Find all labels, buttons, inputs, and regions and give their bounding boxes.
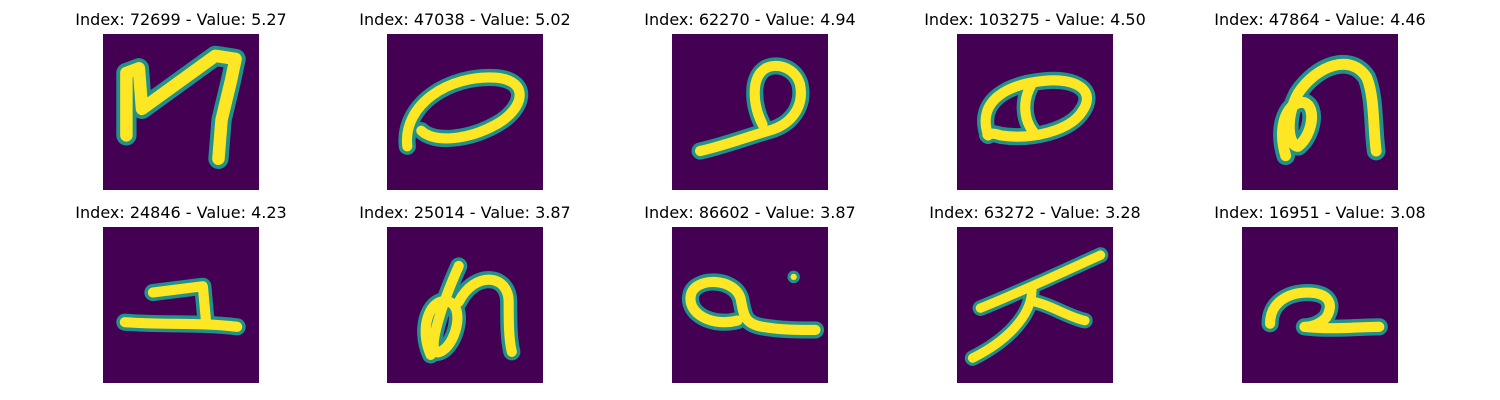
digit-image xyxy=(1242,227,1398,383)
digit-image xyxy=(957,34,1113,190)
image-title: Index: 25014 - Value: 3.87 xyxy=(359,203,571,222)
image-title: Index: 86602 - Value: 3.87 xyxy=(644,203,856,222)
digit-image xyxy=(103,227,259,383)
digit-image xyxy=(672,34,828,190)
grid-cell: Index: 16951 - Value: 3.08 xyxy=(1190,203,1450,388)
image-title: Index: 16951 - Value: 3.08 xyxy=(1214,203,1426,222)
digit-image xyxy=(672,227,828,383)
image-title: Index: 24846 - Value: 4.23 xyxy=(75,203,287,222)
image-title: Index: 47038 - Value: 5.02 xyxy=(359,10,571,29)
digit-image xyxy=(957,227,1113,383)
image-title: Index: 103275 - Value: 4.50 xyxy=(924,10,1146,29)
glyph-stroke xyxy=(120,49,242,166)
image-title: Index: 72699 - Value: 5.27 xyxy=(75,10,287,29)
grid-cell: Index: 47038 - Value: 5.02 xyxy=(335,10,595,195)
grid-cell: Index: 24846 - Value: 4.23 xyxy=(51,203,311,388)
image-title: Index: 62270 - Value: 4.94 xyxy=(644,10,856,29)
digit-image xyxy=(387,227,543,383)
image-title: Index: 63272 - Value: 3.28 xyxy=(929,203,1141,222)
digit-image xyxy=(1242,34,1398,190)
grid-cell: Index: 72699 - Value: 5.27 xyxy=(51,10,311,195)
digit-image xyxy=(387,34,543,190)
grid-cell: Index: 25014 - Value: 3.87 xyxy=(335,203,595,388)
grid-cell: Index: 103275 - Value: 4.50 xyxy=(905,10,1165,195)
image-title: Index: 47864 - Value: 4.46 xyxy=(1214,10,1426,29)
grid-cell: Index: 47864 - Value: 4.46 xyxy=(1190,10,1450,195)
grid-cell: Index: 63272 - Value: 3.28 xyxy=(905,203,1165,388)
digit-image xyxy=(103,34,259,190)
grid-cell: Index: 62270 - Value: 4.94 xyxy=(620,10,880,195)
grid-cell: Index: 86602 - Value: 3.87 xyxy=(620,203,880,388)
